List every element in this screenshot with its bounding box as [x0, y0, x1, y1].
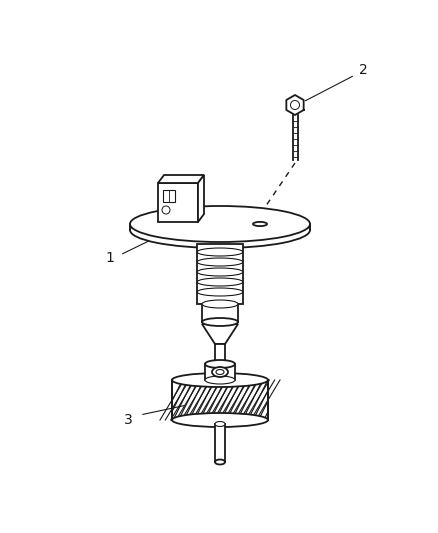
Polygon shape: [198, 175, 204, 222]
Bar: [163, 190, 175, 202]
Bar: [205, 364, 235, 380]
Circle shape: [162, 206, 170, 214]
Bar: [172, 380, 268, 420]
Bar: [215, 344, 225, 368]
Ellipse shape: [212, 367, 228, 377]
Ellipse shape: [205, 360, 235, 368]
Ellipse shape: [202, 300, 238, 308]
Bar: [197, 244, 243, 304]
Polygon shape: [286, 95, 304, 115]
Ellipse shape: [215, 422, 225, 426]
Ellipse shape: [216, 369, 224, 375]
Circle shape: [290, 101, 300, 109]
Ellipse shape: [172, 373, 268, 387]
Ellipse shape: [130, 212, 310, 248]
Polygon shape: [158, 183, 198, 222]
Polygon shape: [202, 324, 238, 344]
Polygon shape: [293, 115, 297, 160]
Ellipse shape: [172, 413, 268, 427]
Ellipse shape: [215, 459, 225, 464]
Text: 2: 2: [359, 63, 367, 77]
Text: 1: 1: [106, 251, 114, 265]
Bar: [202, 304, 238, 322]
Ellipse shape: [253, 222, 267, 226]
Ellipse shape: [202, 318, 238, 326]
Ellipse shape: [130, 206, 310, 242]
Ellipse shape: [205, 376, 235, 384]
Bar: [215, 424, 225, 462]
Text: 3: 3: [124, 413, 132, 427]
Polygon shape: [158, 175, 204, 183]
